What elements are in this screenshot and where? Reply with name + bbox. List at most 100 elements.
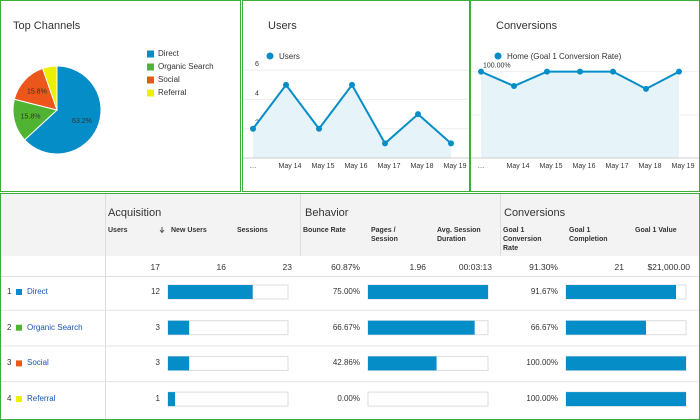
- column-header: Avg. Session Duration: [437, 227, 481, 243]
- channel-link[interactable]: Direct: [27, 287, 48, 296]
- bar: [566, 356, 686, 371]
- point: [316, 125, 322, 132]
- point: [610, 68, 616, 75]
- bar: [566, 320, 647, 335]
- legend-label: Referral: [158, 88, 187, 97]
- panel-border: [0, 0, 241, 192]
- area: [253, 84, 451, 158]
- cell-value: 42.86%: [332, 358, 360, 368]
- chart-title: Conversions: [496, 20, 558, 32]
- y-tick-label: 100.00%: [483, 62, 511, 69]
- point: [382, 140, 388, 147]
- channel-link[interactable]: Social: [27, 358, 49, 368]
- x-tick-label: May 15: [540, 163, 563, 170]
- legend-label: Direct: [158, 49, 180, 58]
- rank: 2: [7, 322, 12, 332]
- point: [448, 140, 454, 147]
- channel-link[interactable]: Organic Search: [27, 322, 83, 332]
- table-header-bg: [0, 194, 700, 256]
- slice-label: 15.8%: [27, 88, 47, 95]
- channel-swatch: [16, 360, 22, 367]
- point: [283, 81, 289, 88]
- legend-label: Users: [279, 52, 300, 61]
- channel-link[interactable]: Referral: [27, 394, 56, 404]
- bar-track: [367, 391, 489, 407]
- legend-swatch: [147, 63, 154, 71]
- cell-value: 66.67%: [332, 322, 360, 332]
- point: [349, 81, 355, 88]
- cell-value: 0.00%: [337, 394, 360, 404]
- bar: [368, 356, 437, 371]
- panel-border: [242, 0, 470, 192]
- bar: [368, 285, 488, 299]
- sort-icon: [159, 227, 165, 234]
- column-header: Sessions: [237, 227, 268, 234]
- column-header: Goal 1 Completion: [569, 227, 608, 243]
- point: [250, 125, 256, 132]
- point: [577, 68, 583, 75]
- bar: [368, 320, 475, 335]
- x-tick-label: May 19: [672, 163, 695, 170]
- group-label: Conversions: [504, 207, 566, 219]
- cell-value: 12: [151, 287, 160, 296]
- x-tick-label: May 18: [411, 163, 434, 170]
- total-value: 17: [150, 262, 160, 272]
- column-header: Goal 1 Value: [635, 227, 677, 234]
- point: [415, 111, 421, 118]
- point: [478, 68, 484, 75]
- pie-slice: [41, 65, 58, 111]
- legend-label: Organic Search: [158, 62, 214, 71]
- point: [511, 83, 517, 90]
- point: [544, 68, 550, 75]
- y-tick-label: 4: [255, 90, 259, 97]
- group-label: Acquisition: [108, 207, 162, 219]
- bar: [168, 285, 253, 299]
- x-tick-label: May 17: [606, 163, 629, 170]
- cell-value: 100.00%: [526, 394, 558, 404]
- cell-value: 66.67%: [530, 322, 558, 332]
- slice-label: 15.8%: [21, 114, 41, 121]
- legend-marker: [266, 52, 274, 60]
- legend-swatch: [147, 50, 154, 58]
- cell-value: 100.00%: [526, 358, 558, 368]
- x-tick-label: May 16: [345, 163, 368, 170]
- chart-title: Top Channels: [13, 20, 81, 32]
- total-value: 1.96: [409, 262, 426, 272]
- x-tick-label: May 17: [378, 163, 401, 170]
- cell-value: 3: [155, 322, 160, 332]
- column-header: New Users: [171, 227, 207, 234]
- x-tick-label: May 19: [444, 163, 467, 170]
- legend-swatch: [147, 89, 154, 97]
- total-value: 21: [614, 262, 624, 272]
- total-value: 60.87%: [331, 262, 360, 272]
- slice-label: 63.2%: [72, 118, 92, 125]
- legend-marker: [494, 52, 502, 60]
- x-tick-label: May 15: [312, 163, 335, 170]
- legend-swatch: [147, 76, 154, 84]
- legend-label: Social: [158, 75, 180, 84]
- group-label: Behavior: [305, 207, 349, 219]
- bar: [168, 356, 190, 371]
- column-header: Bounce Rate: [303, 227, 346, 234]
- bar-track: [167, 391, 289, 407]
- total-value: $21,000.00: [647, 262, 690, 272]
- channel-swatch: [16, 396, 22, 403]
- legend-label: Home (Goal 1 Conversion Rate): [507, 52, 622, 61]
- cell-value: 75.00%: [332, 287, 360, 296]
- bar: [168, 320, 190, 335]
- cell-value: 91.67%: [530, 287, 558, 296]
- x-tick-label: May 14: [507, 163, 530, 170]
- channel-swatch: [16, 324, 22, 331]
- rank: 3: [7, 358, 12, 368]
- x-tick-label: …: [478, 163, 485, 170]
- chart-title: Users: [268, 20, 297, 32]
- column-header: Users: [108, 227, 128, 234]
- x-tick-label: May 14: [279, 163, 302, 170]
- bar: [168, 392, 176, 407]
- y-tick-label: 6: [255, 61, 259, 68]
- channel-swatch: [16, 289, 22, 295]
- pie-slice: [23, 65, 102, 155]
- bar: [566, 285, 677, 299]
- bar: [566, 392, 686, 407]
